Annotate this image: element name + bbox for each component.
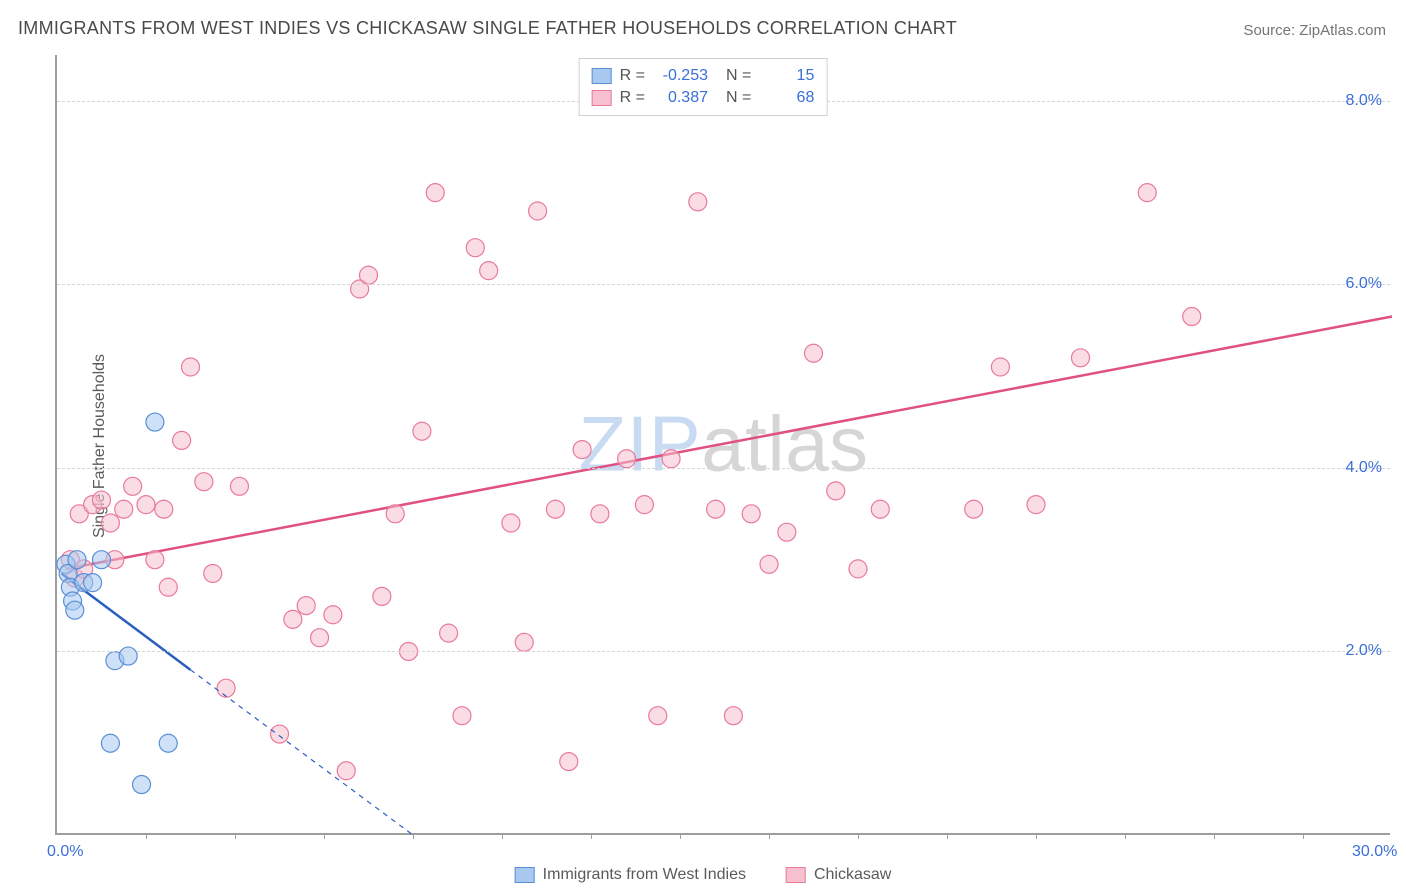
scatter-point bbox=[386, 505, 404, 523]
scatter-point bbox=[440, 624, 458, 642]
scatter-point bbox=[93, 491, 111, 509]
scatter-point bbox=[217, 679, 235, 697]
scatter-point bbox=[360, 266, 378, 284]
legend-label-0: Immigrants from West Indies bbox=[543, 866, 746, 884]
scatter-point bbox=[827, 482, 845, 500]
scatter-point bbox=[337, 762, 355, 780]
scatter-point bbox=[1183, 308, 1201, 326]
scatter-point bbox=[662, 450, 680, 468]
scatter-point bbox=[271, 725, 289, 743]
legend-r-0: -0.253 bbox=[653, 67, 708, 85]
scatter-point bbox=[159, 578, 177, 596]
legend-r-1: 0.387 bbox=[653, 89, 708, 107]
legend-bottom-swatch-0 bbox=[515, 867, 535, 883]
scatter-point bbox=[137, 496, 155, 514]
y-tick-label: 4.0% bbox=[1346, 459, 1382, 477]
scatter-point bbox=[742, 505, 760, 523]
legend-swatch-0 bbox=[592, 68, 612, 84]
scatter-point bbox=[849, 560, 867, 578]
scatter-point bbox=[707, 500, 725, 518]
scatter-svg bbox=[57, 55, 1390, 833]
x-tick-label: 30.0% bbox=[1352, 843, 1397, 861]
scatter-point bbox=[591, 505, 609, 523]
legend-correlation: R = -0.253 N = 15 R = 0.387 N = 68 bbox=[579, 58, 828, 116]
legend-swatch-1 bbox=[592, 90, 612, 106]
legend-item-1: Chickasaw bbox=[786, 866, 891, 884]
scatter-point bbox=[546, 500, 564, 518]
scatter-point bbox=[760, 555, 778, 573]
legend-row-series-0: R = -0.253 N = 15 bbox=[592, 65, 815, 87]
y-tick-label: 8.0% bbox=[1346, 92, 1382, 110]
legend-label-1: Chickasaw bbox=[814, 866, 891, 884]
scatter-point bbox=[297, 597, 315, 615]
scatter-point bbox=[502, 514, 520, 532]
scatter-point bbox=[618, 450, 636, 468]
scatter-point bbox=[84, 574, 102, 592]
scatter-point bbox=[649, 707, 667, 725]
legend-n-0: 15 bbox=[759, 67, 814, 85]
scatter-point bbox=[1072, 349, 1090, 367]
legend-item-0: Immigrants from West Indies bbox=[515, 866, 746, 884]
scatter-point bbox=[230, 477, 248, 495]
scatter-point bbox=[119, 647, 137, 665]
scatter-point bbox=[480, 262, 498, 280]
scatter-point bbox=[93, 551, 111, 569]
scatter-point bbox=[529, 202, 547, 220]
scatter-point bbox=[68, 551, 86, 569]
scatter-point bbox=[689, 193, 707, 211]
scatter-point bbox=[324, 606, 342, 624]
scatter-point bbox=[515, 633, 533, 651]
scatter-point bbox=[635, 496, 653, 514]
y-tick-label: 2.0% bbox=[1346, 642, 1382, 660]
scatter-point bbox=[1027, 496, 1045, 514]
scatter-point bbox=[124, 477, 142, 495]
scatter-point bbox=[101, 734, 119, 752]
scatter-point bbox=[778, 523, 796, 541]
legend-series: Immigrants from West Indies Chickasaw bbox=[515, 866, 892, 884]
scatter-point bbox=[311, 629, 329, 647]
scatter-point bbox=[133, 776, 151, 794]
scatter-point bbox=[115, 500, 133, 518]
scatter-point bbox=[991, 358, 1009, 376]
source-label: Source: ZipAtlas.com bbox=[1243, 22, 1386, 39]
scatter-point bbox=[182, 358, 200, 376]
scatter-point bbox=[373, 587, 391, 605]
scatter-point bbox=[466, 239, 484, 257]
scatter-point bbox=[724, 707, 742, 725]
plot-area: ZIPatlas 2.0%4.0%6.0%8.0%0.0%30.0% bbox=[55, 55, 1390, 835]
legend-row-series-1: R = 0.387 N = 68 bbox=[592, 87, 815, 109]
scatter-point bbox=[146, 551, 164, 569]
scatter-point bbox=[453, 707, 471, 725]
chart-title: IMMIGRANTS FROM WEST INDIES VS CHICKASAW… bbox=[18, 18, 957, 39]
scatter-point bbox=[204, 564, 222, 582]
scatter-point bbox=[159, 734, 177, 752]
legend-n-1: 68 bbox=[759, 89, 814, 107]
scatter-point bbox=[871, 500, 889, 518]
y-tick-label: 6.0% bbox=[1346, 275, 1382, 293]
scatter-point bbox=[146, 413, 164, 431]
scatter-point bbox=[195, 473, 213, 491]
scatter-point bbox=[573, 441, 591, 459]
scatter-point bbox=[155, 500, 173, 518]
scatter-point bbox=[413, 422, 431, 440]
scatter-point bbox=[560, 753, 578, 771]
scatter-point bbox=[805, 344, 823, 362]
scatter-point bbox=[965, 500, 983, 518]
scatter-point bbox=[1138, 184, 1156, 202]
scatter-point bbox=[101, 514, 119, 532]
scatter-point bbox=[66, 601, 84, 619]
legend-bottom-swatch-1 bbox=[786, 867, 806, 883]
x-tick-label: 0.0% bbox=[47, 843, 83, 861]
scatter-point bbox=[173, 431, 191, 449]
scatter-point bbox=[426, 184, 444, 202]
scatter-point bbox=[284, 610, 302, 628]
